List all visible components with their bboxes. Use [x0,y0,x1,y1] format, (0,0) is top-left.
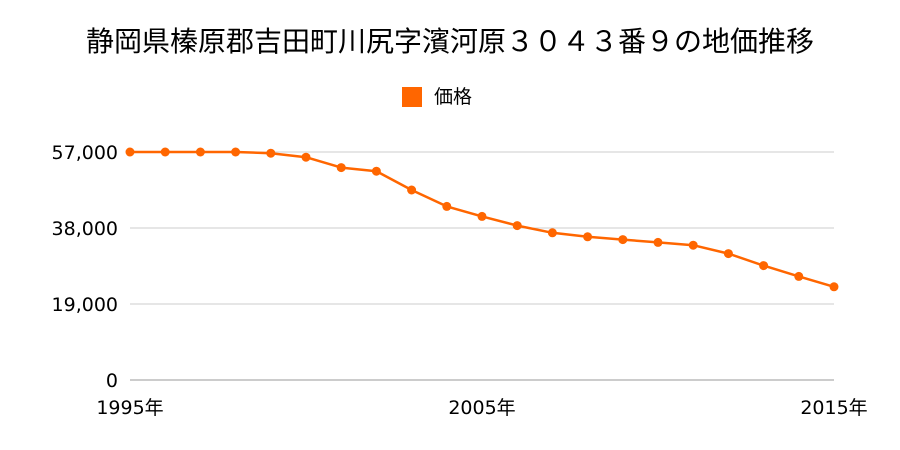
gridlines [130,151,834,305]
x-tick-label: 1995年 [96,397,163,419]
y-tick-label: 57,000 [52,142,118,164]
legend-label: 価格 [434,86,472,108]
data-point [160,147,170,157]
y-axis-tick-labels: 0 19,000 38,000 57,000 [52,142,118,392]
data-point [407,185,417,195]
data-point [723,249,733,259]
data-point [583,232,593,242]
data-point [653,237,663,247]
data-point [371,166,381,176]
data-point [301,152,311,162]
y-tick-label: 0 [106,370,118,392]
x-axis-tick-labels: 1995年 2005年 2015年 [96,397,867,419]
data-point [688,240,698,250]
data-point [231,147,241,157]
legend-swatch [402,87,422,107]
series-points [125,147,839,292]
data-point [195,147,205,157]
data-point [125,147,135,157]
legend: 価格 [402,86,472,108]
data-point [442,201,452,211]
y-tick-label: 38,000 [52,218,118,240]
data-point [512,221,522,231]
data-point [336,163,346,173]
data-point [759,261,769,271]
data-point [618,235,628,245]
data-point [266,148,276,158]
chart-title: 静岡県榛原郡吉田町川尻字濱河原３０４３番９の地価推移 [85,25,814,58]
data-point [829,282,839,292]
data-point [477,211,487,221]
x-tick-label: 2015年 [800,397,867,419]
x-tick-label: 2005年 [448,397,515,419]
y-tick-label: 19,000 [52,294,118,316]
data-point [547,228,557,238]
data-point [794,271,804,281]
